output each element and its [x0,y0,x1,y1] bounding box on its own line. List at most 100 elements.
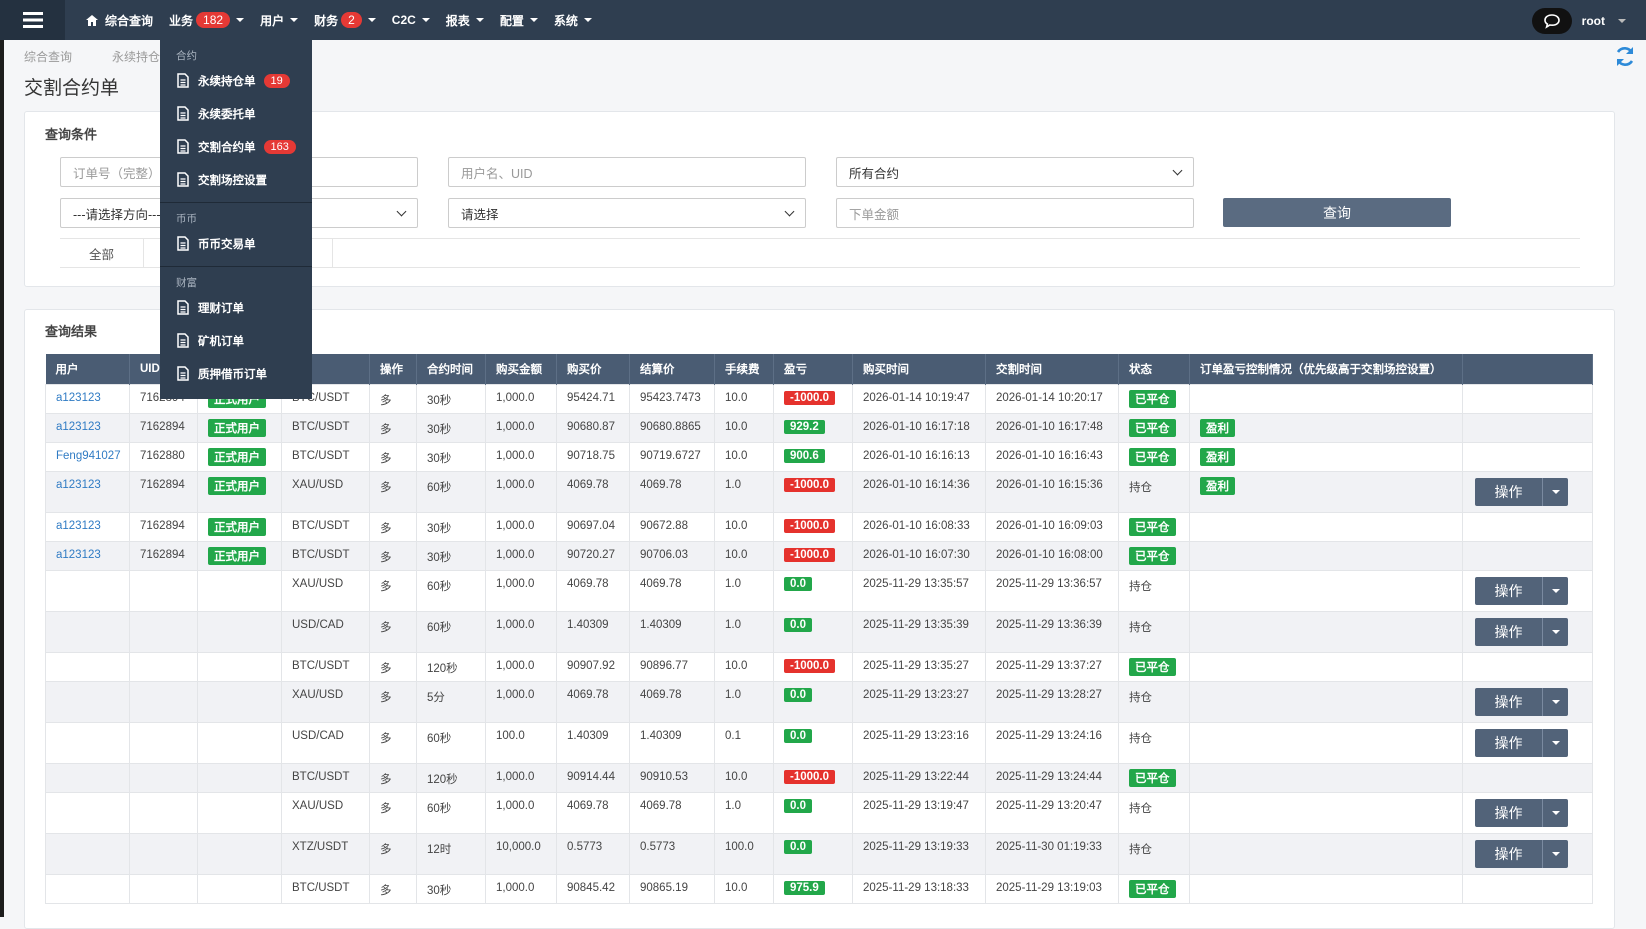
action-button[interactable]: 操作 [1475,477,1568,506]
select-text: 所有合约 [849,166,900,181]
type-select[interactable]: 请选择 [448,198,806,228]
menu-item[interactable]: 永续委托单 [160,97,312,130]
menu-item[interactable]: 质押借币订单 [160,357,312,390]
contract-select[interactable]: 所有合约 [836,157,1194,187]
crumb[interactable]: 综合查询 [24,50,73,64]
cell-text: 2026-01-10 16:17:48 [996,420,1103,433]
nav-item[interactable]: 系统 [554,12,592,29]
action-button[interactable]: 操作 [1475,687,1568,716]
cell-text: 2025-11-29 13:22:44 [863,770,969,783]
nav-item[interactable]: 配置 [500,12,538,29]
menu-item[interactable]: 永续持仓单 19 [160,64,312,97]
user-input[interactable]: 用户名、UID [448,157,806,187]
table-cell: 正式用户 [197,540,282,571]
action-toggle[interactable] [1543,687,1568,716]
cell-text: 1.0 [725,799,741,812]
user-link[interactable]: a123123 [56,548,101,561]
cell-text: BTC/USDT [292,519,350,532]
action-button[interactable]: 操作 [1475,839,1568,868]
query-button[interactable]: 查询 [1223,198,1451,227]
action-label[interactable]: 操作 [1475,687,1543,716]
action-toggle[interactable] [1543,839,1568,868]
nav-item[interactable]: 综合查询 [86,12,153,29]
menu-label: 交割合约单 [198,141,256,154]
cell-text: XTZ/USDT [292,840,349,853]
table-cell: 90672.88 [629,511,715,542]
table-row: XTZ/USDT 多 12时 10,000.0 0.5773 0.5773 100.0 0.0… [45,832,1593,875]
cell-text: 2025-11-29 13:24:16 [996,729,1102,742]
nav-item[interactable]: 用户 [260,12,299,29]
table-cell: 多 [369,383,417,414]
table-cell: -1000.0 [773,540,853,571]
action-label[interactable]: 操作 [1475,576,1543,605]
action-button[interactable]: 操作 [1475,617,1568,646]
user-box[interactable]: root [1531,8,1626,34]
user-link[interactable]: a123123 [56,391,101,404]
action-label[interactable]: 操作 [1475,728,1543,757]
table-cell: 2025-11-29 13:28:27 [985,680,1119,723]
action-button[interactable]: 操作 [1475,576,1568,605]
tab[interactable]: 全部 [60,239,144,267]
menu-item[interactable]: 矿机订单 [160,324,312,357]
cell-text: 多 [380,802,392,815]
action-label[interactable]: 操作 [1475,798,1543,827]
cell-text: 1,000.0 [496,618,535,631]
crumb[interactable]: 永续持仓 [112,50,161,64]
table-cell: 1.40309 [629,610,715,653]
cell-text: 2025-11-29 13:19:03 [996,881,1102,894]
table-cell: 多 [369,832,417,875]
table-cell: BTC/USDT [281,651,370,682]
action-button[interactable]: 操作 [1475,798,1568,827]
action-toggle[interactable] [1543,728,1568,757]
table-cell: a123123 [45,383,130,414]
user-link[interactable]: a123123 [56,478,101,491]
action-toggle[interactable] [1543,617,1568,646]
user-link[interactable]: a123123 [56,519,101,532]
action-label[interactable]: 操作 [1475,477,1543,506]
table-cell: 7162894 [129,540,198,571]
table-cell [129,569,198,612]
user-name[interactable]: root [1581,14,1605,28]
user-link[interactable]: Feng941027 [56,449,121,462]
table-row: Feng941027 7162880 正式用户 BTC/USDT 多 30秒 1,000.0… [45,441,1593,472]
user-link[interactable]: a123123 [56,420,101,433]
nav-item[interactable]: 业务 182 [169,12,245,29]
chat-button[interactable] [1531,8,1572,34]
menu-item[interactable]: 交割合约单 163 [160,130,312,163]
action-button[interactable]: 操作 [1475,728,1568,757]
tab[interactable] [249,239,333,267]
table-cell: 95423.7473 [629,383,715,414]
table-cell: 7162894 [129,511,198,542]
menu-item[interactable]: 交割场控设置 [160,163,312,196]
action-cell [1462,540,1593,571]
table-cell: 已平仓 [1118,511,1190,542]
refresh-icon[interactable] [1614,45,1636,67]
table-cell: 90914.44 [556,762,630,793]
table-cell: 30秒 [416,511,486,542]
status-badge: 已平仓 [1129,517,1176,536]
table-cell: 10.0 [714,762,774,793]
cell-text: 90914.44 [567,770,615,783]
cell-text: 持仓 [1129,732,1152,745]
table-cell: 2026-01-14 10:20:17 [985,383,1119,414]
table-cell [129,762,198,793]
menu-item[interactable]: 币币交易单 [160,227,312,260]
amount-input[interactable]: 下单金额 [836,198,1194,228]
table-cell: 60秒 [416,610,486,653]
menu-label: 理财订单 [198,302,244,315]
action-toggle[interactable] [1543,576,1568,605]
menu-separator [160,202,312,203]
action-toggle[interactable] [1543,477,1568,506]
cell-text: 4069.78 [640,478,682,491]
table-cell: 0.0 [773,791,853,834]
nav-item[interactable]: C2C [392,13,430,27]
table-cell: 2026-01-10 16:16:13 [852,441,986,472]
cell-text: 2026-01-10 16:08:00 [996,548,1103,561]
action-label[interactable]: 操作 [1475,839,1543,868]
nav-item[interactable]: 财务 2 [314,12,376,29]
nav-item[interactable]: 报表 [446,12,484,29]
action-toggle[interactable] [1543,798,1568,827]
action-label[interactable]: 操作 [1475,617,1543,646]
menu-toggle[interactable] [0,0,65,40]
menu-item[interactable]: 理财订单 [160,291,312,324]
